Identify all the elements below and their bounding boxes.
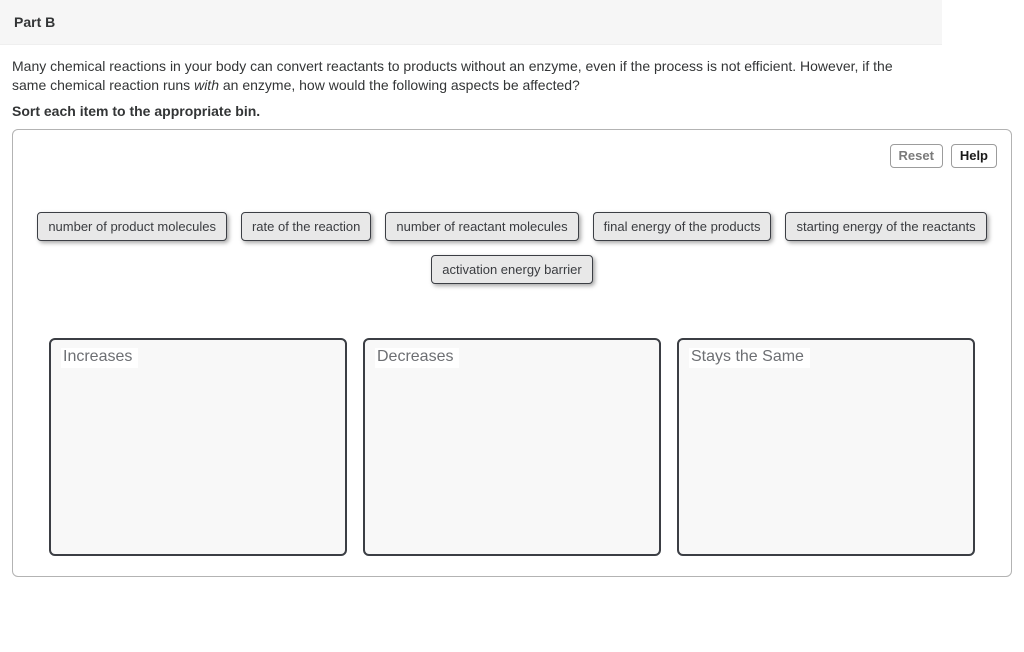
page-wrapper: Part B Many chemical reactions in your b… (0, 0, 1024, 577)
part-label: Part B (14, 14, 55, 30)
sort-work-area: Reset Help number of product molecules r… (12, 129, 1012, 577)
bin-label-increases: Increases (61, 348, 138, 368)
stem-text-after: an enzyme, how would the following aspec… (219, 77, 580, 93)
bins-container: Increases Decreases Stays the Same (27, 338, 997, 562)
chip-row-2: activation energy barrier (27, 255, 997, 284)
question-stem: Many chemical reactions in your body can… (0, 45, 942, 97)
chip-pool: number of product molecules rate of the … (27, 212, 997, 284)
chip-activation-energy-barrier[interactable]: activation energy barrier (431, 255, 592, 284)
chip-final-energy-of-the-products[interactable]: final energy of the products (593, 212, 772, 241)
part-header: Part B (0, 0, 942, 45)
stem-text-em: with (194, 77, 219, 93)
chip-row-1: number of product molecules rate of the … (27, 212, 997, 241)
work-area-toolbar: Reset Help (27, 144, 997, 168)
chip-starting-energy-of-the-reactants[interactable]: starting energy of the reactants (785, 212, 986, 241)
bin-stays-the-same[interactable]: Stays the Same (677, 338, 975, 556)
bin-label-stays-the-same: Stays the Same (689, 348, 810, 368)
chip-number-of-reactant-molecules[interactable]: number of reactant molecules (385, 212, 578, 241)
bin-increases[interactable]: Increases (49, 338, 347, 556)
bin-label-decreases: Decreases (375, 348, 459, 368)
chip-number-of-product-molecules[interactable]: number of product molecules (37, 212, 227, 241)
bin-decreases[interactable]: Decreases (363, 338, 661, 556)
reset-button[interactable]: Reset (890, 144, 943, 168)
sort-instruction: Sort each item to the appropriate bin. (0, 97, 1024, 129)
chip-rate-of-the-reaction[interactable]: rate of the reaction (241, 212, 371, 241)
help-button[interactable]: Help (951, 144, 997, 168)
